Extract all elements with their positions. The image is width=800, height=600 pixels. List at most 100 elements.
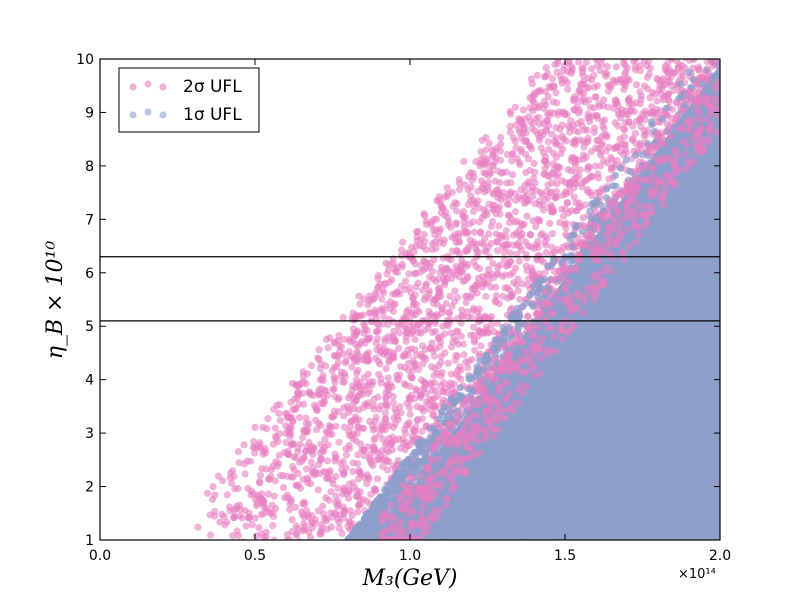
- data-point: [271, 477, 279, 485]
- data-point: [390, 414, 398, 422]
- data-point: [642, 131, 650, 139]
- data-point: [545, 112, 554, 120]
- data-point: [444, 359, 452, 367]
- data-point: [319, 502, 327, 510]
- data-point: [453, 352, 462, 360]
- data-point: [518, 230, 526, 238]
- data-point: [299, 433, 307, 442]
- data-point: [306, 390, 315, 398]
- data-point: [607, 83, 615, 92]
- data-point: [569, 139, 577, 147]
- data-point: [443, 264, 451, 272]
- data-point: [453, 207, 461, 215]
- data-point: [468, 313, 476, 322]
- data-point: [431, 402, 440, 410]
- data-point: [558, 132, 567, 140]
- data-point: [280, 448, 288, 457]
- data-point: [462, 228, 471, 236]
- data-point: [346, 337, 354, 346]
- data-point: [581, 201, 589, 209]
- data-point: [613, 156, 621, 165]
- data-point: [496, 261, 504, 269]
- data-point: [310, 471, 319, 479]
- data-point: [395, 344, 403, 352]
- data-point: [517, 145, 525, 153]
- data-point: [429, 226, 438, 234]
- data-point: [543, 161, 551, 169]
- data-point: [413, 237, 422, 245]
- data-point: [357, 440, 365, 448]
- data-point: [295, 400, 303, 409]
- data-point: [293, 382, 301, 390]
- data-point: [374, 271, 382, 280]
- data-point: [330, 351, 338, 360]
- data-point: [713, 45, 720, 52]
- data-point: [474, 197, 482, 205]
- data-point: [656, 80, 664, 89]
- data-point: [304, 479, 312, 487]
- data-point: [547, 188, 555, 196]
- data-point: [349, 435, 357, 443]
- data-point: [352, 383, 360, 391]
- data-point: [394, 456, 402, 465]
- data-point: [547, 130, 556, 138]
- data-point: [317, 440, 325, 448]
- data-point: [288, 516, 296, 524]
- data-point: [470, 323, 478, 331]
- data-point: [497, 133, 505, 142]
- data-point: [495, 222, 503, 230]
- data-point: [437, 358, 445, 366]
- data-point: [610, 540, 617, 547]
- data-point: [433, 392, 442, 400]
- data-point: [525, 142, 533, 150]
- data-point: [250, 437, 258, 446]
- data-point: [422, 280, 431, 288]
- data-point: [279, 483, 288, 492]
- data-point: [317, 530, 325, 538]
- data-point: [356, 468, 364, 477]
- data-point: [372, 328, 380, 336]
- data-point: [446, 292, 454, 300]
- data-point: [360, 295, 368, 303]
- data-point: [689, 43, 696, 50]
- data-point: [435, 290, 443, 298]
- data-point: [503, 284, 512, 292]
- data-point: [340, 509, 348, 517]
- data-point: [511, 208, 519, 216]
- data-point: [364, 473, 372, 481]
- data-point: [487, 239, 495, 248]
- data-point: [464, 186, 472, 194]
- data-point: [230, 513, 238, 522]
- data-point: [667, 73, 675, 81]
- data-point: [396, 290, 404, 298]
- data-point: [314, 354, 322, 362]
- data-point: [491, 177, 499, 185]
- data-point: [489, 162, 497, 170]
- data-point: [620, 133, 628, 141]
- data-point: [591, 83, 599, 91]
- data-point: [456, 363, 464, 371]
- data-point: [340, 335, 348, 344]
- data-point: [257, 530, 265, 538]
- data-point: [412, 269, 420, 277]
- data-point: [541, 195, 549, 204]
- data-point: [631, 59, 639, 64]
- data-point: [588, 173, 597, 181]
- data-point: [579, 64, 587, 72]
- data-point: [532, 222, 540, 231]
- data-point: [218, 510, 226, 519]
- data-point: [607, 165, 615, 174]
- data-point: [480, 205, 488, 214]
- data-point: [470, 228, 478, 236]
- data-point: [260, 447, 268, 455]
- data-point: [409, 321, 417, 329]
- data-point: [302, 380, 310, 388]
- data-point: [564, 85, 572, 93]
- data-point: [436, 268, 444, 276]
- data-point: [565, 46, 572, 53]
- data-point: [527, 264, 536, 272]
- data-point: [322, 494, 330, 502]
- data-point: [419, 385, 427, 393]
- data-point: [464, 243, 473, 251]
- data-point: [605, 143, 613, 151]
